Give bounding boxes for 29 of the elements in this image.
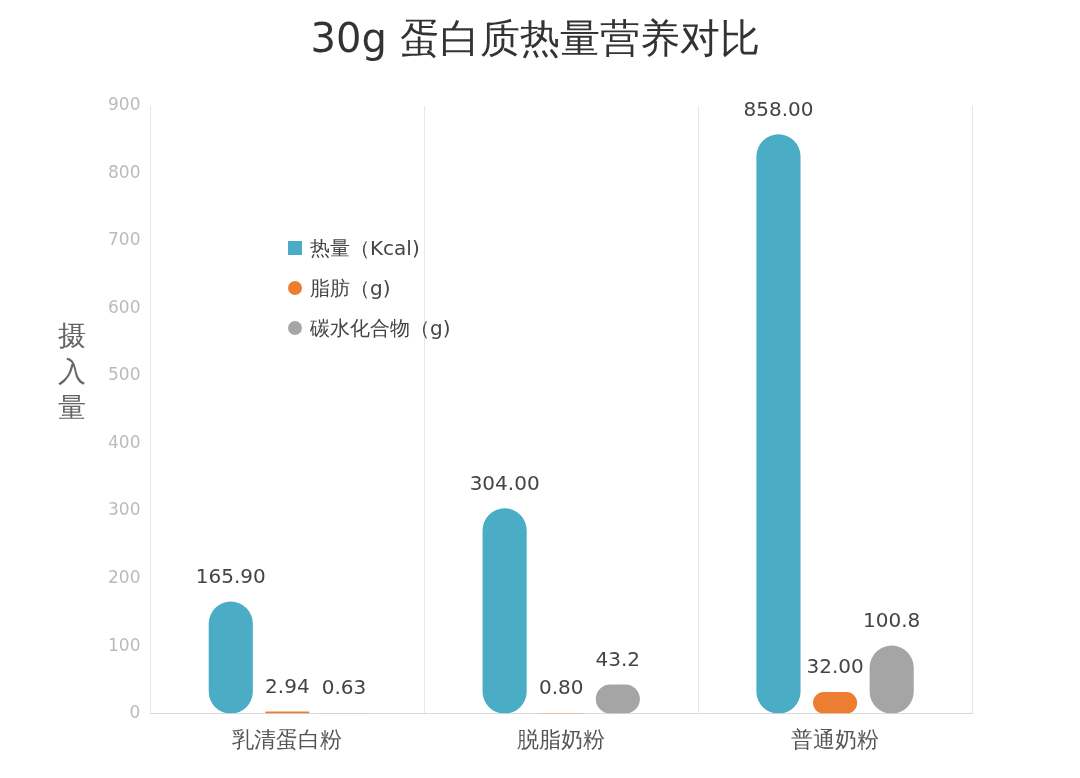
bar [756,134,801,714]
y-tick-label: 200 [107,567,141,587]
data-label: 100.8 [863,607,921,632]
x-tick-label: 普通奶粉 [791,726,880,752]
data-label: 32.00 [806,654,864,679]
data-label: 0.80 [538,675,584,700]
data-label: 304.00 [469,470,540,495]
y-axis-title: 摄入量 [58,318,86,426]
chart-title: 30g 蛋白质热量营养对比 [310,15,760,62]
y-tick-label: 600 [107,296,141,317]
bar [482,508,527,714]
legend-label: 碳水化合物（g) [310,314,451,342]
legend-label: 脂肪（g) [310,274,391,302]
data-label: 858.00 [743,96,814,121]
legend-label: 热量（Kcal) [310,234,420,262]
x-tick-label: 脱脂奶粉 [517,726,606,752]
y-tick-label: 800 [107,161,141,182]
y-tick-label: 300 [107,499,141,520]
y-tick-label: 500 [107,364,141,385]
x-tick-label: 乳清蛋白粉 [232,726,343,752]
y-tick-label: 400 [107,431,141,452]
data-label: 43.2 [595,646,641,671]
y-tick-label: 0 [129,702,141,723]
y-tick-label: 900 [107,94,141,115]
y-tick-label: 100 [107,634,141,655]
data-label: 2.94 [265,673,310,698]
data-label: 0.63 [321,675,367,700]
data-label: 165.90 [195,563,266,588]
y-tick-label: 700 [107,229,141,250]
